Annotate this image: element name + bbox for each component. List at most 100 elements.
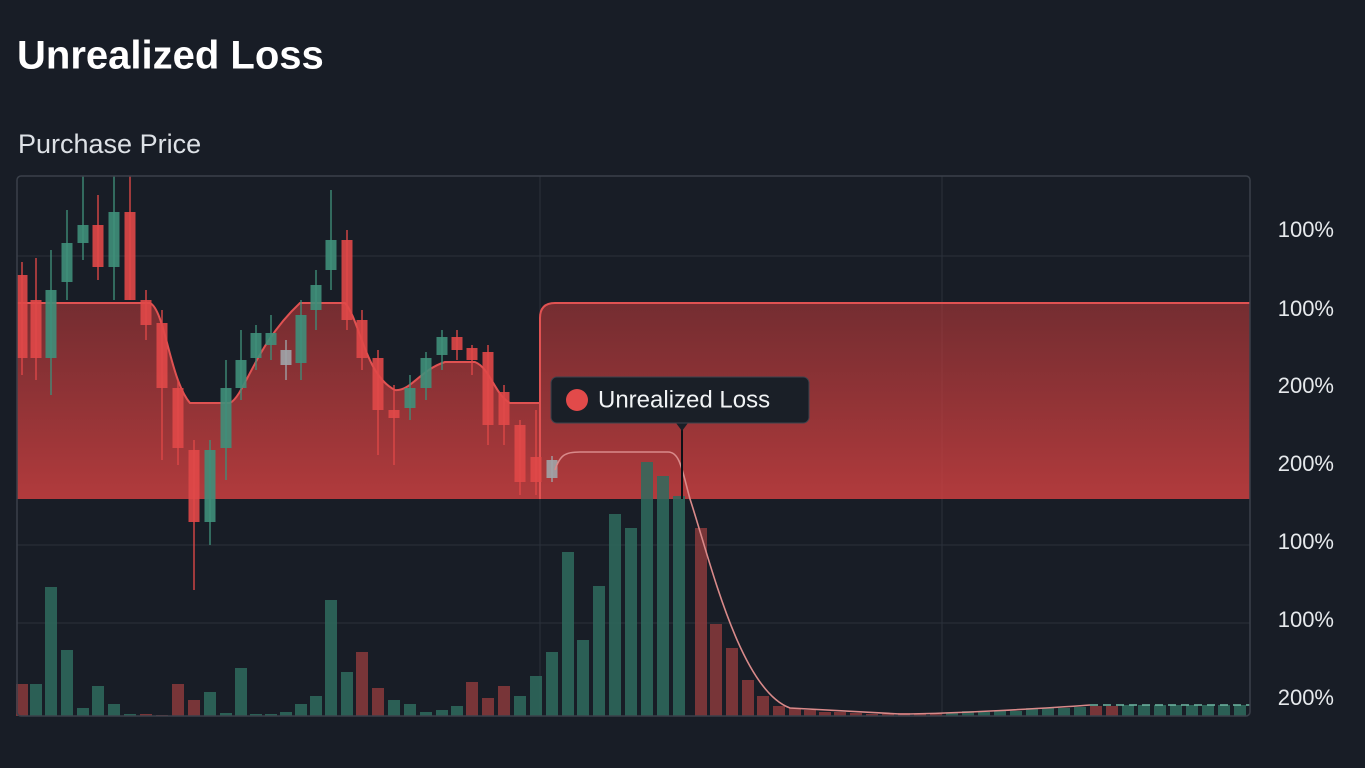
volume-bars <box>16 462 1246 716</box>
volume-bar <box>577 640 589 716</box>
volume-bar <box>710 624 722 716</box>
volume-bar <box>498 686 510 716</box>
volume-bar <box>341 672 353 716</box>
tooltip[interactable]: Unrealized Loss <box>550 376 810 499</box>
volume-bar <box>804 710 816 716</box>
candle-body <box>61 243 73 282</box>
volume-bar <box>641 462 653 716</box>
volume-bar <box>1218 705 1230 716</box>
candle-body <box>341 240 353 320</box>
candle-body <box>420 358 432 388</box>
volume-bar <box>108 704 120 716</box>
volume-bar <box>1186 705 1198 716</box>
volume-bar <box>1010 711 1022 716</box>
volume-bar <box>1042 708 1054 716</box>
volume-bar <box>562 552 574 716</box>
tooltip-box <box>550 376 810 424</box>
volume-bar <box>1106 706 1118 716</box>
volume-bar <box>866 714 878 716</box>
chart-frame <box>16 175 1251 717</box>
volume-bar <box>834 712 846 716</box>
candle-body <box>514 425 526 482</box>
candle-body <box>220 388 232 448</box>
volume-bar <box>593 586 605 716</box>
volume-bar <box>757 696 769 716</box>
tooltip-arrow <box>676 423 688 431</box>
axis-label: 100% <box>1278 296 1334 321</box>
axis-label: 200% <box>1278 373 1334 398</box>
candle-body <box>124 212 136 300</box>
candle-body <box>436 337 448 355</box>
candle-body <box>280 350 292 365</box>
volume-bar <box>946 713 958 716</box>
candle-body <box>16 275 28 358</box>
volume-bar <box>265 714 277 716</box>
volume-bar <box>436 710 448 716</box>
volume-bar <box>673 496 685 716</box>
volume-bar <box>451 706 463 716</box>
volume-bar <box>978 712 990 716</box>
candle-body <box>77 225 89 243</box>
volume-bar <box>773 706 785 716</box>
cost-curve <box>554 451 1091 715</box>
volume-bar <box>1202 705 1214 716</box>
candle-body <box>498 392 510 425</box>
volume-bar <box>1170 705 1182 716</box>
candle-body <box>388 410 400 418</box>
page-title: Unrealized Loss <box>17 34 324 78</box>
volume-bar <box>325 600 337 716</box>
candle-body <box>204 450 216 522</box>
candle-body <box>295 315 307 363</box>
volume-bar <box>962 711 974 716</box>
volume-bar <box>356 652 368 716</box>
volume-bar <box>420 712 432 716</box>
candle-body <box>250 333 262 358</box>
candle-body <box>451 337 463 350</box>
volume-bar <box>295 704 307 716</box>
volume-bar <box>92 686 104 716</box>
volume-bar <box>514 696 526 716</box>
volume-bar <box>172 684 184 716</box>
candle-body <box>172 388 184 448</box>
candle-body <box>45 290 57 358</box>
volume-bar <box>1074 707 1086 716</box>
axis-label: 100% <box>1278 217 1334 242</box>
candle-body <box>156 323 168 388</box>
candle-body <box>482 352 494 425</box>
volume-bar <box>77 708 89 716</box>
volume-bar <box>310 696 322 716</box>
axis-label: 200% <box>1278 685 1334 710</box>
candle-body <box>92 225 104 267</box>
volume-bar <box>609 514 621 716</box>
axis-label: 100% <box>1278 607 1334 632</box>
candle-body <box>546 460 558 478</box>
volume-bar <box>124 714 136 716</box>
volume-bar <box>930 714 942 716</box>
volume-bar <box>546 652 558 716</box>
volume-bar <box>850 713 862 716</box>
volume-bar <box>280 712 292 716</box>
axis-label: 200% <box>1278 451 1334 476</box>
volume-bar <box>882 714 894 716</box>
volume-bar <box>726 648 738 716</box>
axis-labels: 100% 100% 200% 200% 100% 100% 200% <box>1278 217 1334 710</box>
volume-bar <box>188 700 200 716</box>
volume-bar <box>466 682 478 716</box>
volume-bar <box>404 704 416 716</box>
volume-bar <box>220 713 232 716</box>
candle-body <box>188 450 200 522</box>
volume-bar <box>994 711 1006 716</box>
candle-body <box>530 457 542 482</box>
loss-band <box>540 303 1250 499</box>
volume-bar <box>30 684 42 716</box>
volume-bar <box>61 650 73 716</box>
volume-bar <box>388 700 400 716</box>
volume-bar <box>1154 705 1166 716</box>
volume-bar <box>482 698 494 716</box>
volume-bar <box>625 528 637 716</box>
volume-bar <box>1234 705 1246 716</box>
volume-bar <box>1122 705 1134 716</box>
volume-bar <box>1058 708 1070 716</box>
candle-body <box>108 212 120 267</box>
